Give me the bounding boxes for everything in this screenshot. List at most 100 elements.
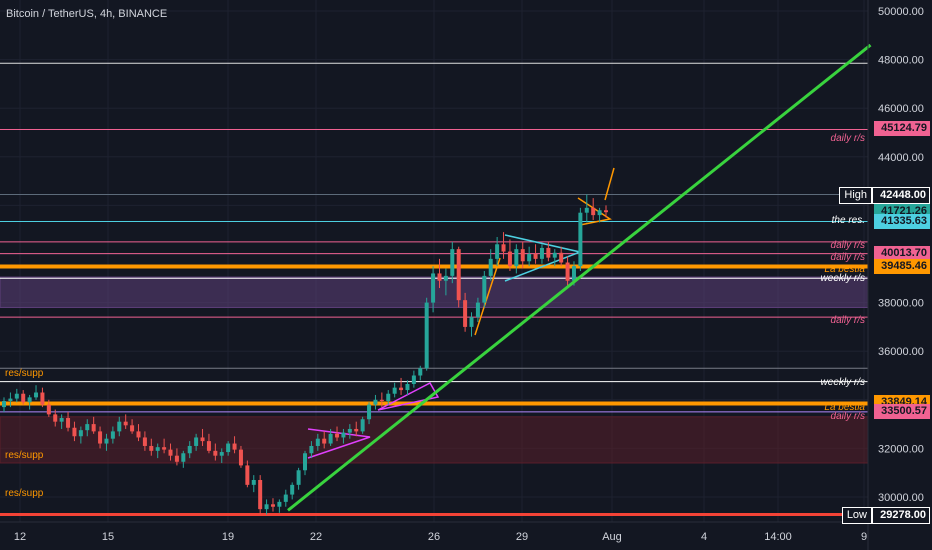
candle-body — [238, 449, 243, 466]
candle-body — [21, 393, 26, 403]
zone-label: daily r/s — [830, 252, 865, 264]
candle-body — [322, 438, 327, 444]
candle-body — [431, 273, 436, 303]
zone-label: daily r/s — [830, 132, 865, 144]
candle-body — [251, 479, 256, 485]
candle-body — [59, 418, 64, 422]
x-tick-label: Aug — [602, 531, 622, 543]
candle-body — [283, 494, 288, 502]
zone-label: res/supp — [5, 488, 44, 500]
y-tick-label: 38000.00 — [878, 298, 924, 310]
candle-body — [411, 375, 416, 385]
candle-body — [168, 449, 173, 456]
candle-body — [245, 465, 250, 485]
candle-body — [53, 414, 58, 422]
candle-body — [303, 453, 307, 471]
candle-body — [495, 244, 500, 259]
triangle-pattern — [307, 428, 371, 459]
candle-body — [507, 251, 512, 267]
x-tick-label: 15 — [102, 531, 114, 543]
zone-label: daily r/s — [830, 315, 865, 327]
candle-body — [488, 258, 493, 276]
candle-body — [367, 404, 372, 420]
candle-body — [539, 247, 544, 259]
candle-body — [373, 399, 378, 405]
y-tick-label: 30000.00 — [878, 492, 924, 504]
candle-body — [91, 424, 96, 432]
x-axis: 12 15 19 22 26 29 Aug 4 14:00 9 — [0, 521, 868, 543]
candle-body — [475, 302, 480, 318]
candle-body — [232, 443, 237, 450]
y-tick-label: 36000.00 — [878, 346, 924, 358]
candles — [2, 194, 608, 515]
y-tick-label: 48000.00 — [878, 55, 924, 67]
y-tick-label: 32000.00 — [878, 443, 924, 455]
candle-body — [520, 249, 525, 262]
price-tag: 29278.00 — [872, 506, 930, 524]
candle-body — [155, 447, 160, 451]
candle-body — [309, 445, 314, 454]
candle-body — [335, 433, 340, 438]
candle-body — [264, 504, 269, 510]
candle-body — [14, 393, 19, 399]
candle-body — [360, 419, 365, 432]
candle-body — [315, 438, 320, 446]
candle-body — [40, 392, 45, 405]
zone-label: res/supp — [5, 367, 44, 379]
candle-body — [571, 266, 576, 281]
candle-body — [527, 254, 532, 262]
candle-body — [604, 210, 608, 213]
x-tick-label: 9 — [861, 531, 867, 543]
candle-body — [424, 302, 429, 369]
candle-body — [174, 455, 179, 462]
price-tag: 33500.57 — [874, 403, 930, 419]
candle-body — [213, 450, 218, 456]
candle-body — [206, 441, 211, 451]
candle-body — [552, 252, 557, 258]
x-tick-label: 19 — [222, 531, 234, 543]
candle-body — [546, 247, 551, 258]
projection-arrow — [604, 167, 615, 201]
horizontal-levels — [0, 62, 868, 517]
candle-body — [162, 447, 167, 450]
candle-body — [379, 399, 384, 402]
candle-body — [219, 452, 224, 456]
candle-body — [399, 387, 404, 391]
candle-body — [85, 424, 90, 431]
candle-body — [501, 244, 506, 252]
candle-body — [142, 437, 147, 446]
chart-title: Bitcoin / TetherUS, 4h, BINANCE — [6, 8, 168, 20]
price-tag-prefix: High — [839, 186, 872, 204]
y-tick-label: 44000.00 — [878, 152, 924, 164]
zone — [0, 416, 869, 464]
x-tick-label: 29 — [516, 531, 528, 543]
candle-body — [418, 368, 423, 376]
candle-body — [66, 418, 71, 428]
candle-body — [469, 317, 474, 327]
candle-body — [296, 470, 301, 485]
price-tag: 41335.63 — [874, 213, 930, 229]
x-tick-label: 12 — [14, 531, 26, 543]
candle-body — [2, 401, 6, 408]
candle-body — [270, 504, 275, 507]
candle-body — [34, 392, 39, 398]
trendline-group — [287, 43, 872, 512]
wedge-pattern — [377, 382, 440, 411]
candle-body — [117, 421, 122, 432]
candle-body — [149, 445, 154, 451]
candle-body — [277, 501, 282, 507]
candle-body — [27, 397, 32, 403]
price-tag: 39485.46 — [874, 258, 930, 274]
candle-body — [584, 207, 589, 213]
candle-body — [437, 273, 442, 281]
price-tag: 42448.00 — [872, 186, 930, 204]
candle-body — [565, 262, 570, 281]
zone-label: res/supp — [5, 449, 44, 461]
candle-body — [591, 207, 596, 216]
zone-label: La bestia — [824, 263, 865, 275]
price-tag: 40013.70 — [874, 245, 930, 261]
candle-body — [354, 428, 359, 432]
candle-body — [456, 249, 461, 301]
candle-body — [72, 427, 77, 437]
